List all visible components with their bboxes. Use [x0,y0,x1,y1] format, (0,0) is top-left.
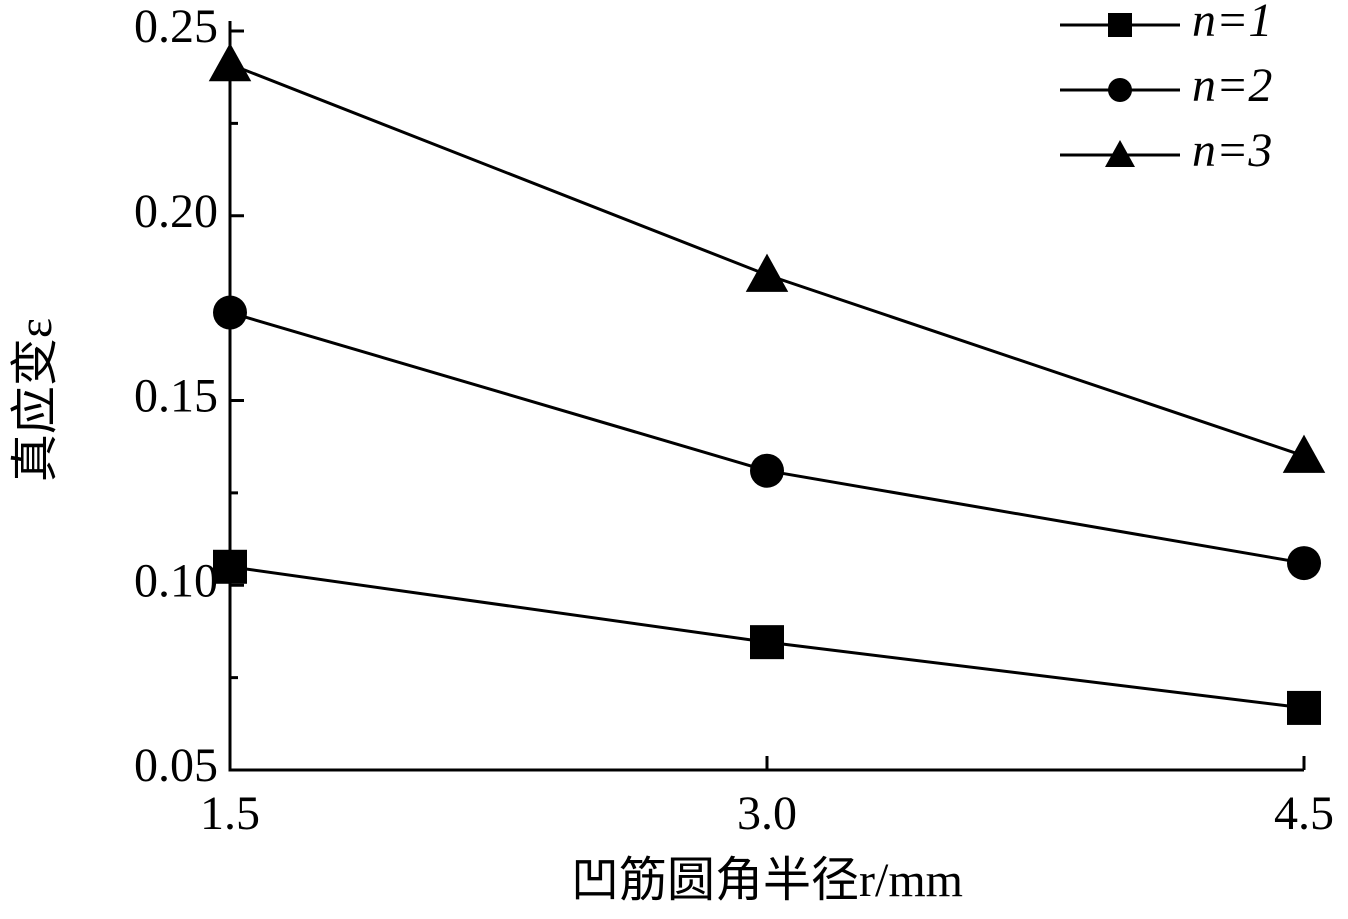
x-axis-label: 凹筋圆角半径r/mm [571,854,963,907]
marker [1108,13,1132,37]
y-tick-label: 0.10 [134,554,218,607]
y-tick-label: 0.25 [134,0,218,53]
y-tick-label: 0.15 [134,370,218,423]
x-tick-label: 4.5 [1274,787,1334,840]
legend-label: n=2 [1192,59,1272,112]
y-tick-label: 0.05 [134,739,218,792]
marker [1282,434,1326,473]
marker [208,43,252,82]
x-tick-label: 3.0 [737,787,797,840]
series-line [229,311,1305,565]
y-tick-label: 0.20 [134,185,218,238]
y-axis-label: 真应变ε [9,318,62,482]
x-tick-label: 1.5 [200,787,260,840]
legend-label: n=1 [1192,0,1272,47]
marker [1287,546,1321,581]
marker [750,453,784,488]
legend-label: n=3 [1192,124,1272,177]
marker [1287,690,1321,725]
marker [750,625,784,660]
marker [213,295,247,330]
marker [745,253,789,292]
marker [1108,78,1132,102]
marker [213,549,247,584]
marker [1105,140,1135,167]
